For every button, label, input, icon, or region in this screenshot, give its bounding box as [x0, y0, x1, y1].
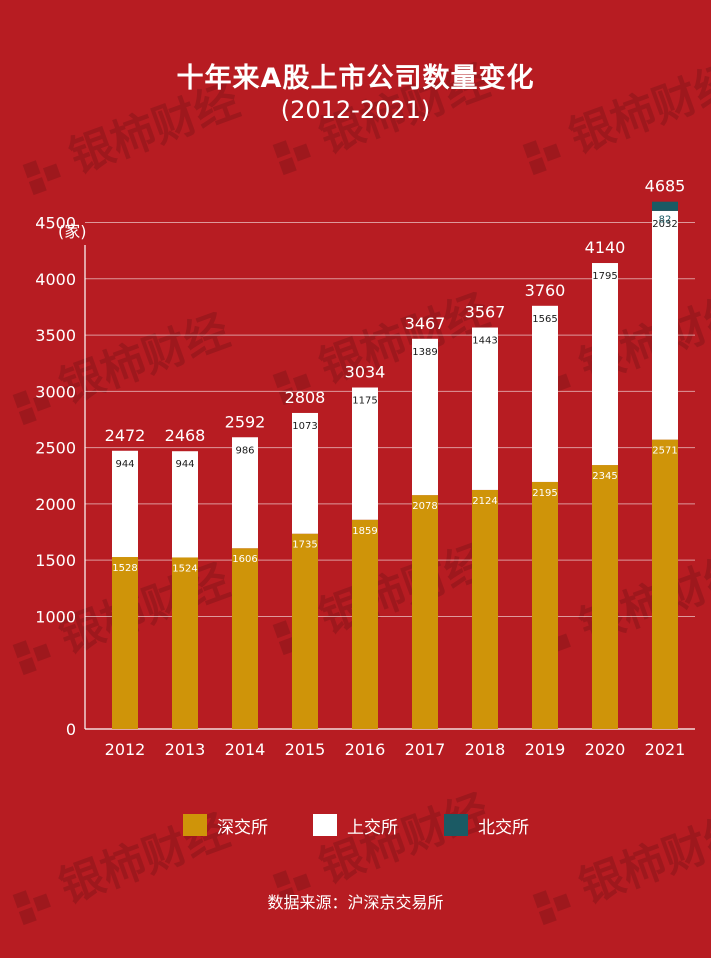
total-value-label: 4685 [645, 177, 686, 196]
legend: 深交所 上交所 北交所 [0, 812, 711, 838]
legend-swatch-sse [313, 814, 337, 836]
watermark-text: 银柿财经 [313, 785, 496, 893]
y-tick-label: 4500 [35, 214, 76, 233]
y-tick-label: 3500 [35, 326, 76, 345]
segment-value-label: 1443 [472, 336, 497, 347]
legend-item-bse: 北交所 [444, 812, 529, 838]
bar-segment-sse [532, 305, 558, 482]
segment-value-label: 944 [175, 459, 194, 470]
x-tick-label: 2019 [525, 740, 566, 759]
segment-value-label: 1859 [352, 526, 377, 537]
bar-segment-sse [412, 338, 438, 496]
segment-value-label: 1565 [532, 314, 557, 325]
segment-value-label: 1175 [352, 396, 377, 407]
y-tick-label: 4000 [35, 270, 76, 289]
bar-segment-szse [352, 519, 378, 729]
segment-value-label: 2345 [592, 471, 617, 482]
total-value-label: 2468 [165, 426, 206, 445]
x-tick-label: 2021 [645, 740, 686, 759]
chart-title: 十年来A股上市公司数量变化 [176, 63, 535, 94]
legend-label-sse: 上交所 [347, 817, 398, 838]
y-tick-label: 3000 [35, 382, 76, 401]
x-tick-label: 2020 [585, 740, 626, 759]
segment-value-label: 2078 [412, 501, 437, 512]
segment-value-label: 2571 [652, 446, 677, 457]
segment-value-label: 1795 [592, 271, 617, 282]
bar-segment-szse [532, 481, 558, 729]
bar-segment-sse [172, 451, 198, 558]
total-value-label: 3760 [525, 281, 566, 300]
x-tick-label: 2017 [405, 740, 446, 759]
bar-segment-szse [172, 557, 198, 729]
x-tick-label: 2015 [285, 740, 326, 759]
segment-value-label: 1606 [232, 554, 257, 565]
legend-label-bse: 北交所 [478, 817, 529, 838]
bar-segment-sse [472, 327, 498, 490]
total-value-label: 3467 [405, 314, 446, 333]
bar-segment-szse [112, 557, 138, 729]
x-tick-label: 2016 [345, 740, 386, 759]
bar-segment-sse [232, 437, 258, 549]
bar-segment-szse [592, 465, 618, 729]
y-tick-label: 2500 [35, 439, 76, 458]
bar-segment-szse [472, 489, 498, 729]
segment-value-label: 1073 [292, 421, 317, 432]
total-value-label: 2472 [105, 426, 146, 445]
bar-segment-sse [352, 387, 378, 520]
y-tick-label: 2000 [35, 495, 76, 514]
data-source: 数据来源：沪深京交易所 [267, 893, 444, 912]
segment-value-label: 986 [235, 445, 254, 456]
bar-segment-szse [652, 439, 678, 729]
bar-segment-sse [652, 210, 678, 440]
bar-segment-sse [592, 263, 618, 466]
y-tick-label: 1500 [35, 551, 76, 570]
legend-item-szse: 深交所 [183, 812, 268, 838]
bar-segment-szse [232, 548, 258, 729]
legend-label-szse: 深交所 [217, 817, 268, 838]
legend-item-sse: 上交所 [313, 812, 398, 838]
y-axis-label: (家) [58, 222, 87, 241]
bar-segment-szse [412, 495, 438, 729]
segment-value-label: 944 [115, 459, 134, 470]
y-tick-label: 1000 [35, 607, 76, 626]
x-tick-label: 2014 [225, 740, 266, 759]
bar-segment-szse [292, 533, 318, 729]
bar-segment-bse [652, 201, 678, 211]
segment-value-label: 2195 [532, 488, 557, 499]
total-value-label: 2592 [225, 412, 266, 431]
legend-swatch-szse [183, 814, 207, 836]
total-value-label: 3034 [345, 363, 386, 382]
bar-segment-sse [292, 412, 318, 534]
x-tick-label: 2018 [465, 740, 506, 759]
y-tick-label: 0 [66, 720, 76, 739]
total-value-label: 2808 [285, 388, 326, 407]
segment-value-label: 1735 [292, 540, 317, 551]
x-tick-label: 2012 [105, 740, 146, 759]
total-value-label: 4140 [585, 238, 626, 257]
x-tick-label: 2013 [165, 740, 206, 759]
total-value-label: 3567 [465, 303, 506, 322]
segment-value-label: 1389 [412, 347, 437, 358]
stacked-bar-chart: 0 1000 1500 2000 2500 3000 3500 4000 4500(家) 1528… [35, 177, 695, 759]
segment-value-label: 2124 [472, 496, 497, 507]
bar-segment-sse [112, 450, 138, 558]
segment-value-label: 82 [659, 215, 672, 226]
segment-value-label: 2032 [652, 219, 677, 230]
segment-value-label: 1528 [112, 563, 137, 574]
chart-subtitle: (2012-2021) [280, 96, 431, 124]
legend-swatch-bse [444, 814, 468, 836]
segment-value-label: 1524 [172, 563, 197, 574]
